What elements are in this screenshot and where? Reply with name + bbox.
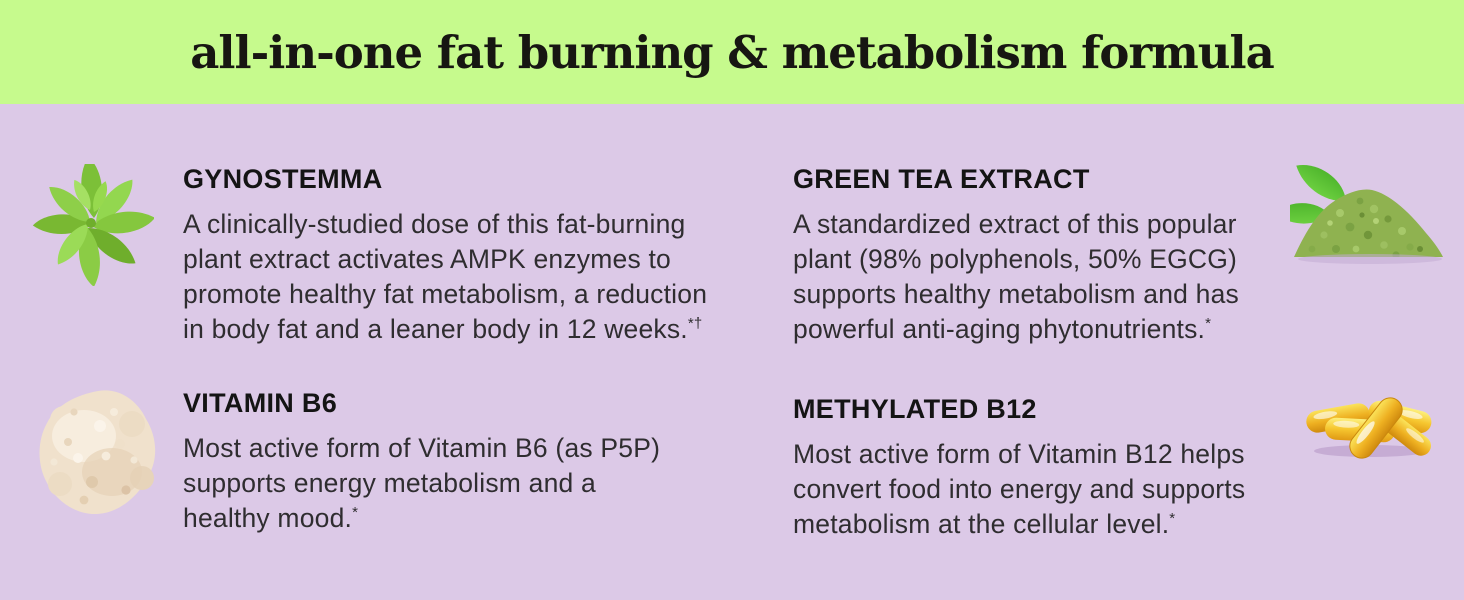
page-title: all-in-one fat burning & metabolism form… [190,25,1274,79]
ingredient-heading: VITAMIN B6 [183,388,338,418]
section-green-tea-extract: GREEN TEA EXTRACT A standardized extract… [793,164,1353,347]
ingredient-description-text: A standardized extract of this popular p… [793,209,1239,344]
ingredient-description: Most active form of Vitamin B12 helps co… [793,437,1353,542]
b12-softgels-image [1302,392,1440,460]
ingredient-description-text: A clinically-studied dose of this fat-bu… [183,209,708,344]
header-banner: all-in-one fat burning & metabolism form… [0,0,1464,104]
green-tea-powder-image [1290,157,1448,269]
ingredient-description: Most active form of Vitamin B6 (as P5P) … [183,431,743,536]
ingredient-description-text: Most active form of Vitamin B6 (as P5P) … [183,433,661,533]
footnote-marker: * [352,504,359,522]
ingredient-heading: METHYLATED B12 [793,394,1037,424]
ingredient-description: A standardized extract of this popular p… [793,207,1353,347]
ingredient-description-text: Most active form of Vitamin B12 helps co… [793,439,1246,539]
ingredient-description: A clinically-studied dose of this fat-bu… [183,207,783,347]
footnote-marker: * [1169,510,1176,528]
footnote-marker: * [1205,315,1212,333]
section-gynostemma: GYNOSTEMMA A clinically-studied dose of … [183,164,783,347]
gynostemma-leaves-image [28,164,154,286]
footnote-marker: *† [687,315,703,333]
vitamin-b6-powder-image [34,386,162,520]
section-methylated-b12: METHYLATED B12 Most active form of Vitam… [793,394,1353,542]
ingredient-heading: GREEN TEA EXTRACT [793,164,1090,194]
ingredient-heading: GYNOSTEMMA [183,164,383,194]
section-vitamin-b6: VITAMIN B6 Most active form of Vitamin B… [183,388,743,536]
